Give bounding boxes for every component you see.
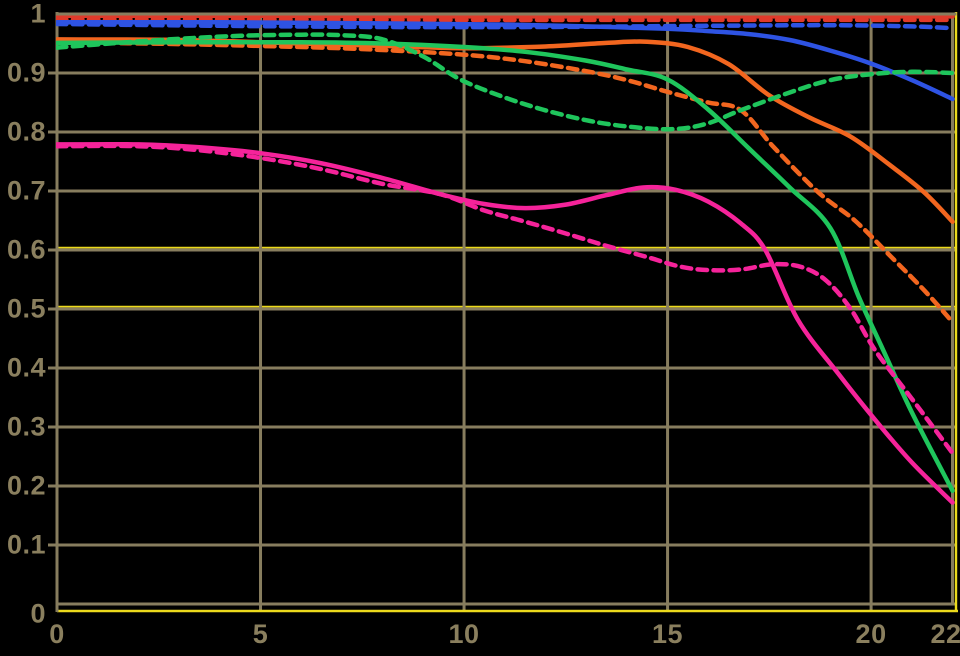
x-axis-tick-label: 22 <box>930 619 960 649</box>
x-axis-tick-label: 5 <box>252 619 269 649</box>
y-axis-tick-label: 0.5 <box>6 293 46 324</box>
y-axis-tick-label: 0 <box>30 598 46 629</box>
y-axis-tick-label: 0.9 <box>6 57 46 88</box>
x-axis-tick-label: 0 <box>49 619 65 649</box>
x-axis-tick-label: 10 <box>448 619 480 649</box>
y-axis-tick-label: 0.6 <box>6 234 46 265</box>
y-axis-tick-label: 0.1 <box>6 529 46 560</box>
x-axis-tick-label: 20 <box>855 619 887 649</box>
y-axis-tick-label: 0.4 <box>6 352 46 383</box>
y-axis-tick-label: 0.3 <box>6 411 46 442</box>
series-blue-solid <box>56 19 955 102</box>
series-red-dashed <box>56 17 955 23</box>
series-magenta-dashed <box>56 143 955 456</box>
x-axis-tick-label: 15 <box>652 619 684 649</box>
series-green-solid <box>56 39 955 493</box>
series-green-dashed <box>56 32 955 132</box>
series-red-solid <box>56 13 955 19</box>
y-axis-tick-label: 0.2 <box>6 470 46 501</box>
series-magenta-solid <box>56 141 955 505</box>
y-axis-tick-label: 1 <box>30 0 46 29</box>
y-axis-tick-label: 0.7 <box>6 175 46 206</box>
y-axis-tick-label: 0.8 <box>6 116 46 147</box>
series-orange-dashed <box>56 40 955 325</box>
